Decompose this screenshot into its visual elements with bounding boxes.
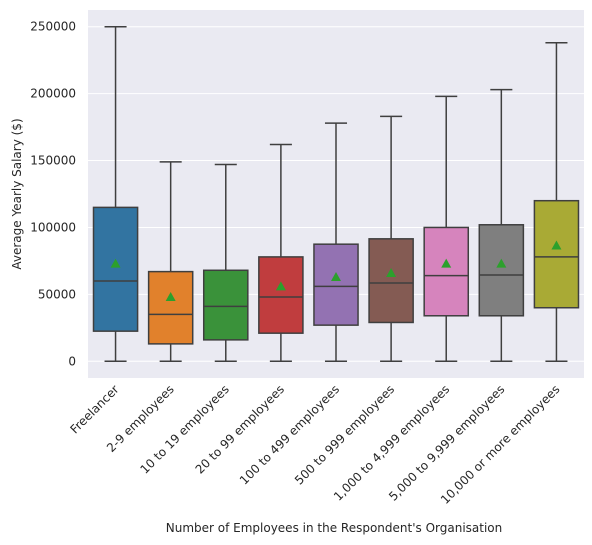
y-tick-label: 250000 — [30, 20, 76, 34]
x-axis-label: Number of Employees in the Respondent's … — [166, 521, 503, 535]
y-tick-labels: 0 50000 100000 150000 200000 250000 — [30, 20, 76, 369]
iqr-box — [259, 257, 303, 333]
y-tick-label: 150000 — [30, 154, 76, 168]
x-tick-label: 1,000 to 4,999 employees — [331, 382, 452, 503]
x-tick-label: Freelancer — [67, 382, 121, 436]
iqr-box — [534, 201, 578, 308]
y-axis-label: Average Yearly Salary ($) — [10, 118, 24, 269]
iqr-box — [204, 270, 248, 340]
iqr-box — [94, 207, 138, 331]
y-tick-label: 200000 — [30, 87, 76, 101]
y-tick-label: 50000 — [38, 287, 76, 301]
x-tick-label: 5,000 to 9,999 employees — [386, 382, 507, 503]
x-tick-label: 100 to 499 employees — [237, 382, 342, 487]
iqr-box — [314, 244, 358, 325]
x-tick-label: 10,000 or more employees — [438, 382, 563, 507]
iqr-box — [424, 227, 468, 315]
x-tick-label: 500 to 999 employees — [292, 382, 397, 487]
iqr-box — [369, 239, 413, 323]
y-tick-label: 100000 — [30, 220, 76, 234]
iqr-box — [149, 272, 193, 344]
iqr-box — [479, 225, 523, 316]
y-tick-label: 0 — [68, 354, 76, 368]
